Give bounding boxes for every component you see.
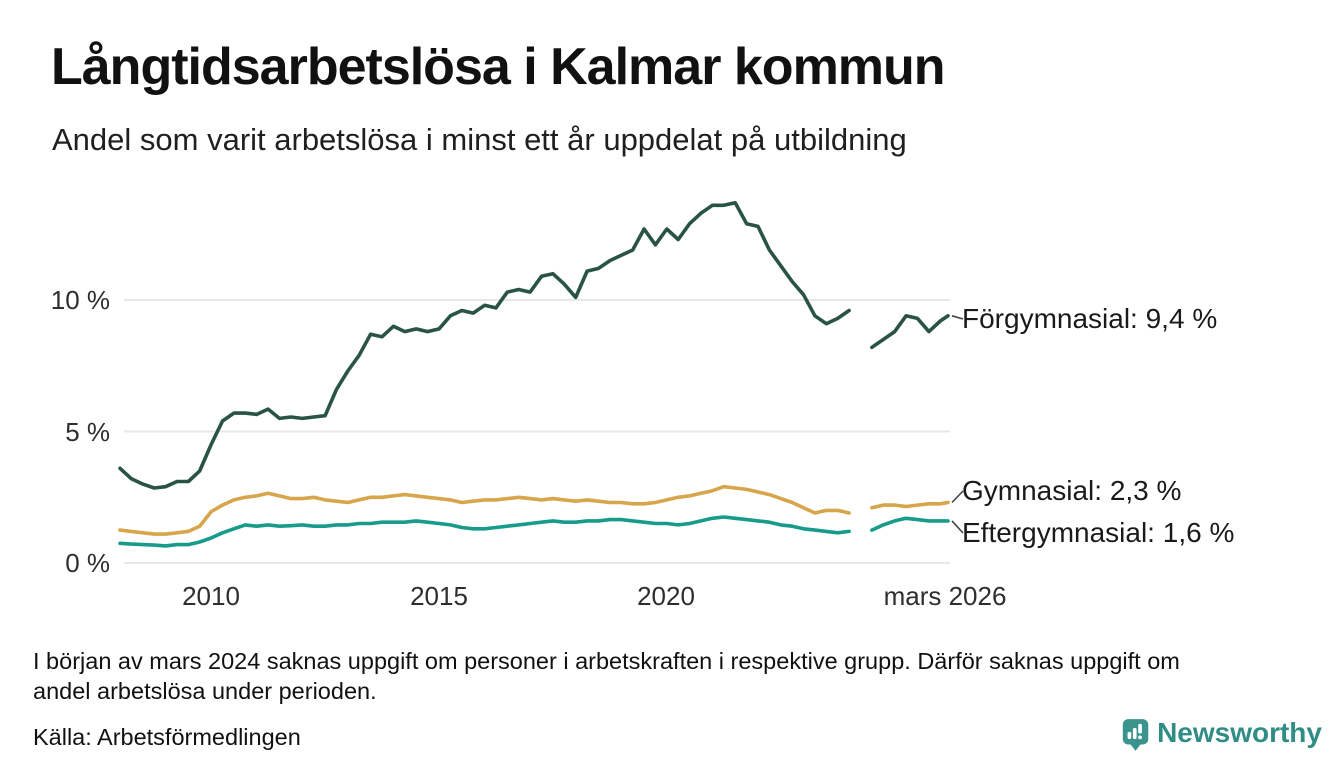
- source-credit: Källa: Arbetsförmedlingen: [33, 724, 301, 750]
- label-connector-forgymnasial: [951, 315, 964, 320]
- page-subtitle: Andel som varit arbetslösa i minst ett å…: [52, 122, 907, 157]
- page-title: Långtidsarbetslösa i Kalmar kommun: [51, 38, 946, 96]
- label-connector-eftergymnasial: [951, 520, 964, 534]
- x-axis-tick-2015: 2015: [410, 581, 468, 611]
- x-axis-tick-2010: 2010: [182, 581, 240, 611]
- x-axis-tick-mars-2026: mars 2026: [883, 581, 1007, 611]
- y-axis-tick-0: 0 %: [65, 548, 110, 578]
- series-line-forgymnasial: [118, 200, 950, 490]
- footnote-line-2: andel arbetslösa under perioden.: [33, 678, 377, 704]
- series-line-eftergymnasial: [118, 515, 950, 548]
- footnote-line-1: I början av mars 2024 saknas uppgift om …: [33, 648, 1180, 674]
- y-axis-tick-5: 5 %: [65, 417, 110, 447]
- brand-logo: Newsworthy: [1122, 714, 1322, 760]
- y-axis-tick-10: 10 %: [50, 285, 110, 315]
- series-label-eftergymnasial: Eftergymnasial: 1,6 %: [962, 517, 1235, 548]
- label-connector-gymnasial: [951, 490, 964, 504]
- x-axis-tick-2020: 2020: [637, 581, 695, 611]
- brand-name: Newsworthy: [1157, 717, 1322, 748]
- series-line-gymnasial: [118, 484, 950, 536]
- footnote: I början av mars 2024 saknas uppgift om …: [33, 646, 1313, 706]
- series-label-gymnasial: Gymnasial: 2,3 %: [962, 475, 1182, 506]
- newsworthy-icon: [1122, 719, 1149, 751]
- series-label-forgymnasial: Förgymnasial: 9,4 %: [962, 303, 1218, 334]
